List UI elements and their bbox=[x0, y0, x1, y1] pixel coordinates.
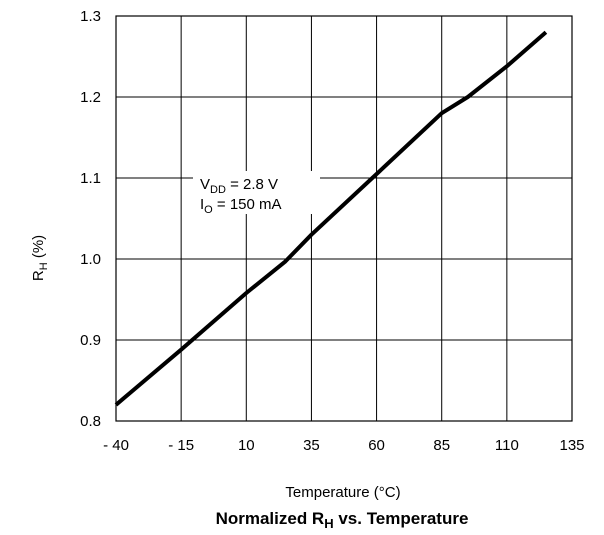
y-axis-label-main: R bbox=[30, 270, 47, 281]
grid bbox=[115, 15, 573, 422]
x-tick-label: 135 bbox=[559, 437, 584, 454]
annotation-vdd: VDD = 2.8 V bbox=[200, 176, 278, 196]
chart-title-main: Normalized R bbox=[216, 509, 325, 528]
x-tick-label: - 40 bbox=[103, 437, 129, 454]
annotation-io-main: I bbox=[200, 196, 204, 213]
x-tick-label: 110 bbox=[495, 437, 519, 454]
series-line bbox=[114, 30, 548, 407]
annotation-vdd-main: V bbox=[200, 176, 210, 193]
annotation-io: IO = 150 mA bbox=[200, 196, 282, 216]
chart-title-sub: H bbox=[324, 516, 333, 531]
x-tick-label: 60 bbox=[368, 437, 385, 454]
chart-title: Normalized RH vs. Temperature bbox=[216, 509, 469, 531]
x-tick-label: 85 bbox=[433, 437, 450, 454]
y-axis-label-sub: H bbox=[38, 262, 50, 270]
x-tick-labels: - 40 - 15 10 35 60 85 110 135 bbox=[103, 437, 584, 454]
y-tick-label: 1.2 bbox=[80, 89, 101, 106]
annotation-io-rest: = 150 mA bbox=[213, 196, 282, 213]
x-tick-label: 35 bbox=[303, 437, 320, 454]
annotation-background bbox=[193, 171, 320, 214]
y-tick-labels: 0.8 0.9 1.0 1.1 1.2 1.3 bbox=[80, 8, 101, 430]
x-tick-label: - 15 bbox=[168, 437, 194, 454]
y-tick-label: 1.0 bbox=[80, 251, 101, 268]
y-axis-label: RH (%) bbox=[30, 235, 50, 281]
y-tick-label: 0.9 bbox=[80, 332, 101, 349]
x-axis-label: Temperature (°C) bbox=[285, 484, 400, 501]
annotation-io-sub: O bbox=[204, 204, 213, 216]
y-tick-label: 0.8 bbox=[80, 413, 101, 430]
y-axis-label-rest: (%) bbox=[30, 235, 47, 263]
y-tick-label: 1.3 bbox=[80, 8, 101, 25]
annotation-vdd-sub: DD bbox=[210, 184, 226, 196]
y-tick-label: 1.1 bbox=[80, 170, 101, 187]
plot-frame bbox=[115, 15, 573, 422]
x-tick-label: 10 bbox=[238, 437, 255, 454]
series-layer bbox=[114, 30, 548, 407]
annotation-vdd-rest: = 2.8 V bbox=[226, 176, 278, 193]
chart-title-rest: vs. Temperature bbox=[334, 509, 469, 528]
